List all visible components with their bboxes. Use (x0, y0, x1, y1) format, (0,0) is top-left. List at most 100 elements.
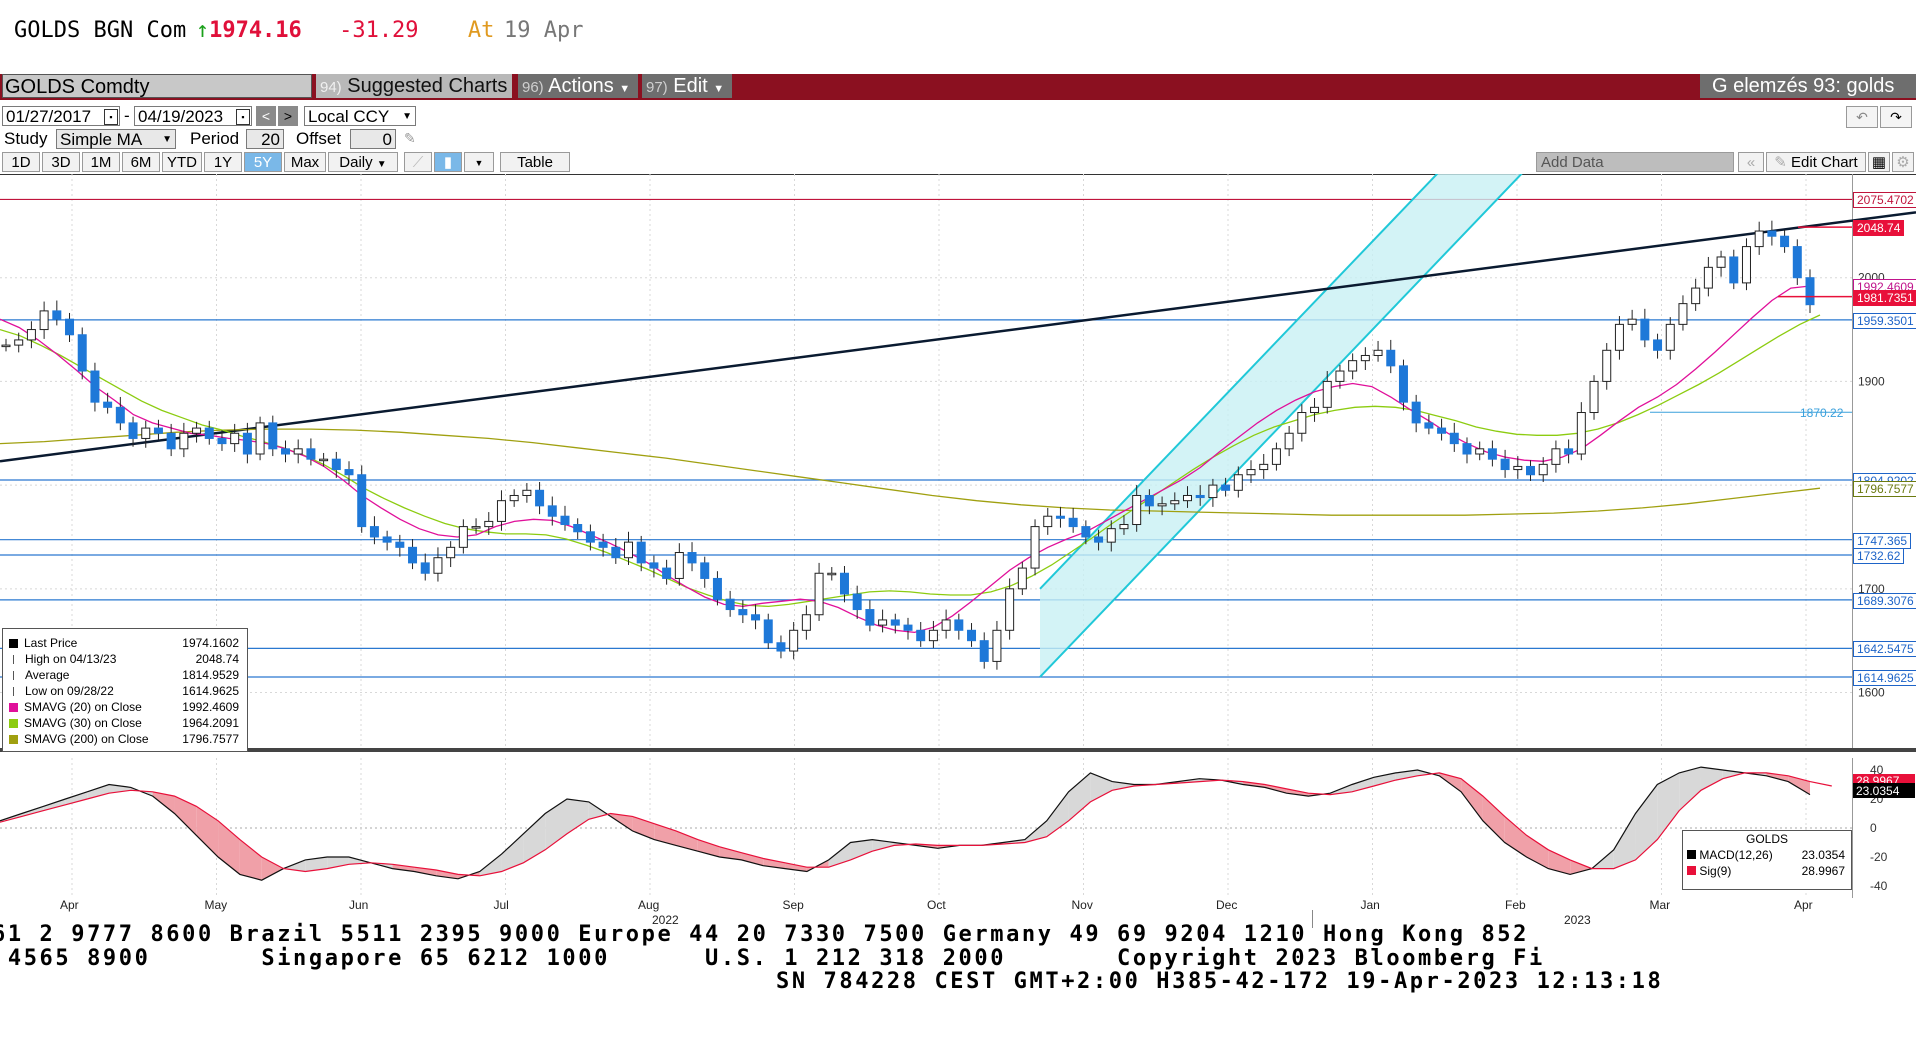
candle-body (217, 437, 227, 445)
redo-button[interactable]: ↷ (1880, 106, 1912, 128)
candle-body (712, 577, 722, 600)
candle-body (458, 526, 468, 548)
macd-fill (1613, 813, 1636, 869)
period-field[interactable]: 20 (246, 129, 284, 149)
candle-body (1653, 339, 1663, 351)
macd-fill (152, 791, 175, 814)
price-chart[interactable]: 2000190017001600 (0, 174, 1916, 754)
study-select[interactable]: Simple MA ▼ (56, 129, 176, 149)
edit-chart-button[interactable]: ✎ Edit Chart (1766, 152, 1866, 172)
x-axis-month-label: Aug (638, 898, 660, 912)
candle-body (738, 609, 748, 616)
candle-style-icon[interactable]: ▮ (434, 152, 462, 172)
macd-fill (610, 813, 633, 831)
legend-value: 1992.4609 (182, 700, 239, 714)
gear-icon[interactable]: ⚙ (1892, 152, 1914, 172)
calendar-icon[interactable]: ▪ (236, 109, 250, 125)
start-date-field[interactable]: 01/27/2017 (2, 106, 120, 126)
price-tag: 1959.3501 (1853, 312, 1916, 329)
style-dropdown-icon[interactable]: ▼ (464, 152, 494, 172)
candle-body (1119, 524, 1129, 530)
x-axis-month-label: Apr (1794, 898, 1813, 912)
macd-fill (566, 799, 589, 834)
candle-body (1462, 443, 1472, 455)
candle-body (878, 619, 888, 626)
candle-body (1, 344, 11, 348)
ticker-field[interactable]: GOLDS Comdty (2, 74, 312, 98)
candle-body (903, 624, 913, 631)
tf-1m[interactable]: 1M (82, 152, 120, 172)
tf-5y[interactable]: 5Y (244, 152, 282, 172)
x-axis-year-label: 2023 (1564, 913, 1591, 927)
price-date: 19 Apr (503, 18, 584, 43)
end-date-field[interactable]: 04/19/2023 (134, 106, 252, 126)
trend-channel-fill (1040, 174, 1522, 677)
dropdown-arrow-icon: ▼ (619, 83, 631, 95)
frequency-select[interactable]: Daily ▼ (328, 152, 398, 172)
candle-body (382, 536, 392, 543)
tf-1y[interactable]: 1Y (204, 152, 242, 172)
actions-button[interactable]: 96) Actions ▼ (518, 74, 638, 98)
candle-body (115, 406, 125, 424)
footer-line-1: 61 2 9777 8600 Brazil 5511 2395 9000 Eur… (0, 922, 1529, 947)
candle-body (941, 619, 951, 631)
candle-body (1665, 323, 1675, 351)
tf-1d[interactable]: 1D (2, 152, 40, 172)
candle-body (1043, 515, 1053, 528)
table-button[interactable]: Table (500, 152, 570, 172)
macd-fill (1352, 777, 1374, 792)
macd-fill (741, 852, 764, 866)
x-axis-month-label: Dec (1216, 898, 1238, 912)
x-axis-month-label: Jun (349, 898, 369, 912)
line-style-icon[interactable]: ⟋ (404, 152, 432, 172)
macd-tick-label: -40 (1870, 879, 1888, 893)
tf-6m[interactable]: 6M (122, 152, 160, 172)
sma20-line (0, 285, 1811, 634)
collapse-icon[interactable]: « (1738, 152, 1764, 172)
currency-select[interactable]: Local CCY ▼ (304, 106, 416, 126)
calendar-icon[interactable]: ▪ (104, 109, 118, 125)
candle-body (573, 524, 583, 533)
price-tag: 1614.9625 (1853, 670, 1916, 686)
edit-button[interactable]: 97) Edit ▼ (642, 74, 732, 98)
at-label: At (467, 18, 495, 43)
macd-legend-title: GOLDS (1745, 832, 1788, 846)
chart-title: G elemzés 93: golds (1700, 74, 1916, 98)
x-axis-month-label: Mar (1649, 898, 1671, 912)
tf-3d[interactable]: 3D (42, 152, 80, 172)
price-tick-label: 1700 (1858, 582, 1885, 596)
candle-body (598, 541, 608, 548)
tf-ytd[interactable]: YTD (162, 152, 202, 172)
x-axis-month-label: Nov (1071, 898, 1093, 912)
candle-body (1767, 230, 1777, 237)
next-period-button[interactable]: > (278, 106, 298, 126)
candle-body (1640, 318, 1650, 341)
tf-max[interactable]: Max (284, 152, 326, 172)
add-data-input[interactable]: Add Data (1536, 152, 1734, 172)
pencil-icon[interactable]: ✎ (404, 130, 416, 146)
candle-body (1716, 256, 1726, 268)
x-axis-month-label: Sep (782, 898, 804, 912)
candle-body (585, 531, 595, 543)
x-axis-month-label: Apr (60, 898, 79, 912)
candle-body (1005, 588, 1015, 631)
legend-row: Last Price 1974.1602 (3, 635, 243, 651)
legend-swatch-icon (9, 703, 18, 713)
candle-body (484, 520, 494, 528)
offset-field[interactable]: 0 (350, 129, 396, 149)
candle-body (230, 432, 240, 445)
macd-fill (327, 857, 349, 869)
year-separator (1312, 910, 1313, 928)
suggested-charts-button[interactable]: 94) Suggested Charts (316, 74, 512, 98)
macd-fill (1722, 770, 1745, 779)
prev-period-button[interactable]: < (256, 106, 276, 126)
macd-fill (1504, 816, 1527, 857)
candle-body (1754, 230, 1764, 248)
undo-button[interactable]: ↶ (1846, 106, 1878, 128)
macd-fill (1264, 784, 1287, 794)
macd-fill (872, 839, 895, 852)
candle-body (522, 489, 532, 496)
candle-body (1805, 277, 1815, 306)
chart-settings-icon[interactable]: ▦ (1868, 152, 1890, 172)
